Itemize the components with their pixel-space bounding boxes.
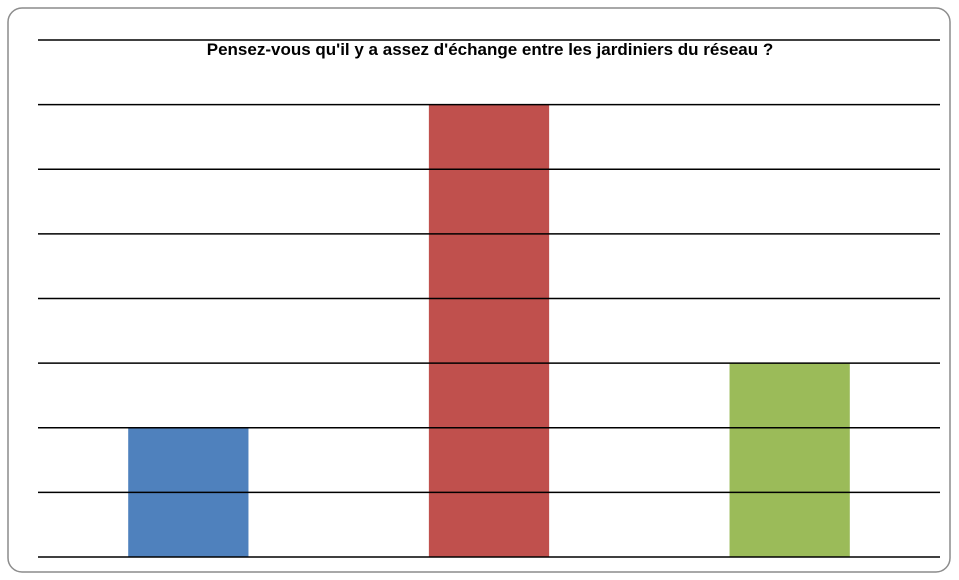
chart-title: Pensez-vous qu'il y a assez d'échange en… [206,40,774,59]
bar [729,363,850,557]
bar [428,104,550,557]
